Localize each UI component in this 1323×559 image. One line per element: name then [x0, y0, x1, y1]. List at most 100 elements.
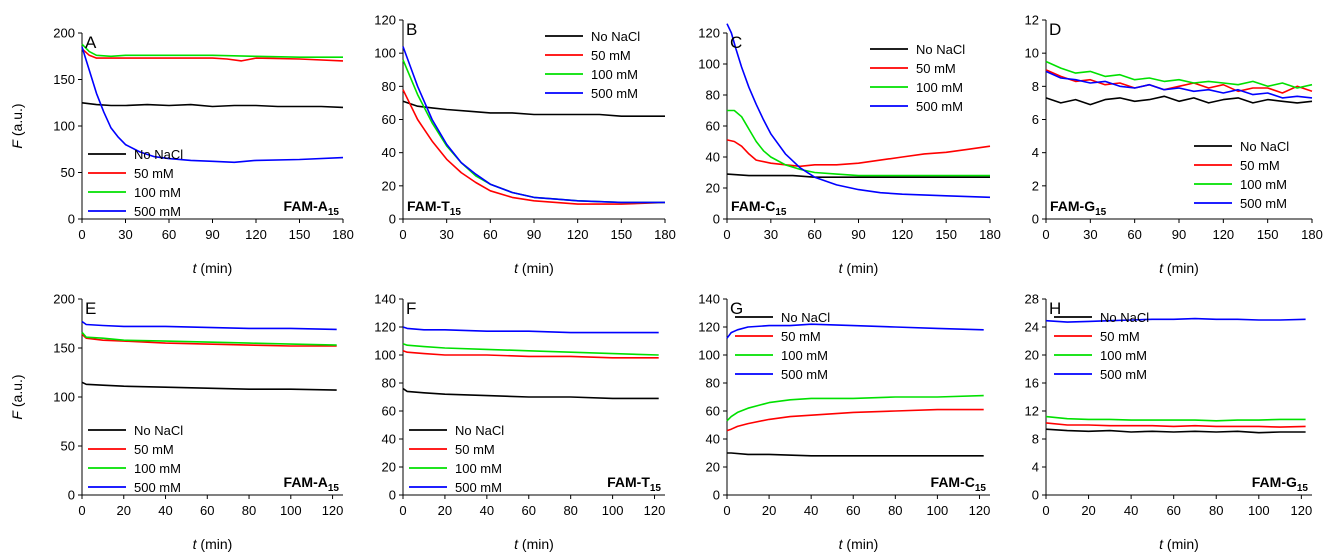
legend: No NaCl 50 mM 100 mM 500 mM [88, 423, 183, 495]
x-axis-title: t (min) [514, 260, 554, 276]
legend-label: No NaCl [455, 423, 504, 438]
y-tick-label: 50 [61, 165, 75, 180]
x-axis-title: t (min) [1159, 260, 1199, 276]
sample-label: FAM-A15 [284, 474, 340, 494]
y-tick-label: 28 [1025, 292, 1039, 307]
panel-e: 0 50 100 150 200 0 20 40 60 80 100 120 t (min) F (a.u… [9, 292, 343, 553]
series-line-50-mm [1045, 422, 1306, 428]
x-tick-label: 100 [280, 503, 302, 518]
x-tick-label: 20 [762, 503, 776, 518]
x-tick-label: 90 [527, 227, 541, 242]
x-tick-label: 80 [563, 503, 577, 518]
x-tick-label: 60 [162, 227, 176, 242]
sample-label: FAM-C15 [731, 198, 787, 218]
x-tick-label: 60 [846, 503, 860, 518]
legend: No NaCl 50 mM 100 mM 500 mM [735, 310, 830, 382]
x-tick-label: 150 [935, 227, 957, 242]
y-tick-label: 60 [382, 112, 396, 127]
x-tick-label: 180 [332, 227, 354, 242]
x-tick-label: 90 [851, 227, 865, 242]
x-tick-label: 120 [1291, 503, 1313, 518]
legend-label: No NaCl [916, 42, 965, 57]
x-tick-label: 30 [1083, 227, 1097, 242]
y-tick-label: 80 [382, 376, 396, 391]
series-line-no-nacl [81, 381, 337, 391]
y-tick-label: 20 [1025, 348, 1039, 363]
series-line-50-mm [726, 408, 984, 432]
y-tick-label: 0 [713, 212, 720, 227]
legend-label: 100 mM [1240, 177, 1287, 192]
legend-label: No NaCl [591, 29, 640, 44]
x-axis-title: t (min) [839, 260, 879, 276]
y-axis-title: F (a.u.) [9, 374, 25, 419]
x-tick-label: 100 [1248, 503, 1270, 518]
sample-label: FAM-G15 [1050, 198, 1107, 218]
y-tick-label: 2 [1032, 178, 1039, 193]
x-tick-label: 40 [158, 503, 172, 518]
y-tick-label: 140 [698, 292, 720, 307]
legend-label: 100 mM [1100, 348, 1147, 363]
series-line-no-nacl [727, 452, 984, 457]
panel-letter: E [85, 299, 96, 318]
panel-letter: F [406, 299, 416, 318]
y-tick-label: 8 [1032, 432, 1039, 447]
y-tick-label: 100 [374, 46, 396, 61]
series-line-no-nacl [1045, 95, 1313, 106]
panel-letter: G [730, 299, 743, 318]
series-line-50-mm [726, 139, 991, 168]
x-tick-label: 150 [610, 227, 632, 242]
x-tick-label: 0 [399, 227, 406, 242]
x-tick-label: 80 [1209, 503, 1223, 518]
series-line-50-mm [81, 333, 337, 347]
y-tick-label: 120 [374, 13, 396, 28]
legend-label: 50 mM [1100, 329, 1140, 344]
y-tick-label: 200 [53, 26, 75, 41]
y-tick-label: 4 [1032, 460, 1039, 475]
legend-label: 500 mM [591, 86, 638, 101]
x-tick-label: 30 [764, 227, 778, 242]
y-tick-label: 60 [706, 404, 720, 419]
panel-b: 0 20 40 60 80 100 120 0 30 60 90 120 150 180 t (min) B F… [374, 13, 676, 277]
legend-label: 500 mM [1240, 196, 1287, 211]
legend: No NaCl 50 mM 100 mM 500 mM [870, 42, 965, 114]
y-tick-label: 100 [53, 119, 75, 134]
x-tick-label: 180 [1301, 227, 1323, 242]
series-line-500-mm [1045, 317, 1306, 323]
y-tick-label: 40 [706, 432, 720, 447]
x-tick-label: 20 [1081, 503, 1095, 518]
series-line-100-mm [726, 394, 984, 422]
series-line-500-mm [1045, 70, 1313, 99]
sample-label: FAM-C15 [931, 474, 987, 494]
y-tick-label: 20 [382, 178, 396, 193]
y-tick-label: 6 [1032, 112, 1039, 127]
panel-letter: H [1049, 299, 1061, 318]
legend-label: 500 mM [455, 480, 502, 495]
x-tick-label: 0 [1042, 227, 1049, 242]
y-tick-label: 60 [382, 404, 396, 419]
legend-label: 100 mM [134, 185, 181, 200]
x-tick-label: 30 [439, 227, 453, 242]
y-tick-label: 80 [382, 79, 396, 94]
x-tick-label: 80 [888, 503, 902, 518]
y-tick-label: 140 [374, 292, 396, 307]
legend-label: 500 mM [1100, 367, 1147, 382]
series-line-500-mm [81, 320, 337, 331]
series-line-100-mm [81, 43, 343, 59]
x-tick-label: 20 [438, 503, 452, 518]
x-tick-label: 90 [1172, 227, 1186, 242]
x-tick-label: 120 [1212, 227, 1234, 242]
y-tick-label: 20 [706, 460, 720, 475]
panel-h: 0 4 8 12 16 20 24 28 0 20 40 60 80 100 120 t (min) H FAM-… [1025, 292, 1313, 553]
y-tick-label: 100 [53, 390, 75, 405]
y-tick-label: 24 [1025, 320, 1039, 335]
x-tick-label: 60 [522, 503, 536, 518]
x-tick-label: 120 [322, 503, 344, 518]
y-tick-label: 0 [1032, 212, 1039, 227]
x-axis-title: t (min) [193, 260, 233, 276]
x-tick-label: 150 [1257, 227, 1279, 242]
legend: No NaCl 50 mM 100 mM 500 mM [545, 29, 640, 101]
y-tick-label: 60 [706, 119, 720, 134]
legend: No NaCl 50 mM 100 mM 500 mM [88, 147, 183, 219]
y-tick-label: 4 [1032, 145, 1039, 160]
legend-label: 100 mM [916, 80, 963, 95]
